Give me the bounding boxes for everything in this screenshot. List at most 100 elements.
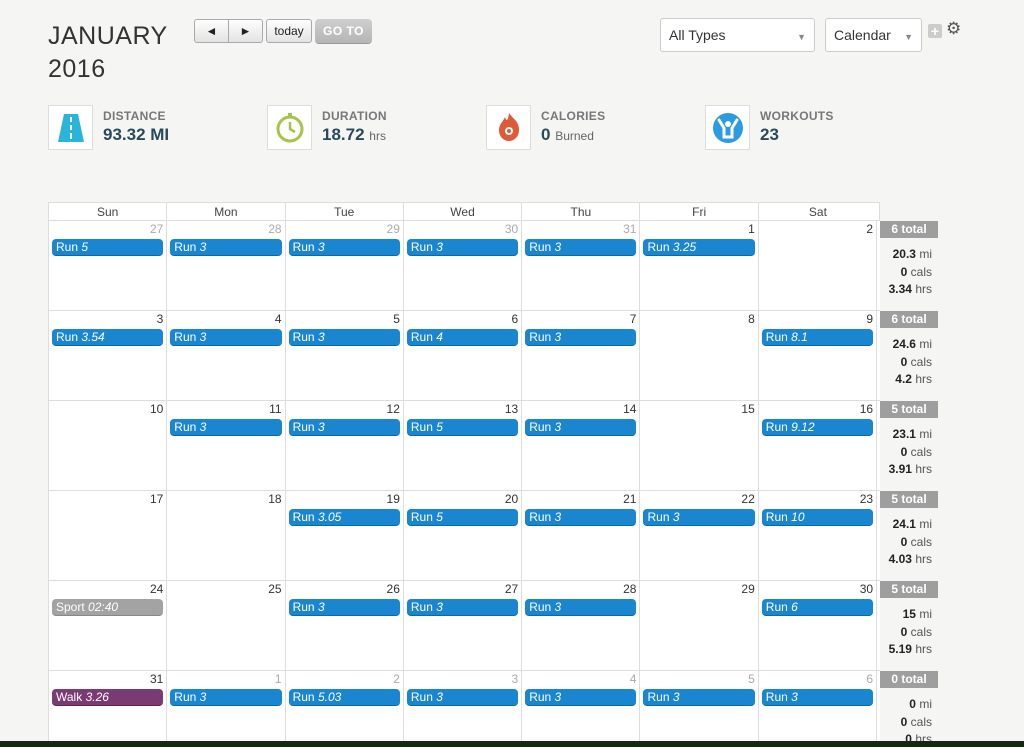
workout-event[interactable]: Run 3.25 [643,239,755,256]
day-cell[interactable]: 28 Run 3 [167,221,286,311]
day-cell[interactable]: 20 Run 5 [404,491,523,581]
day-cell[interactable]: 3 Run 3 [404,671,523,747]
workout-event[interactable]: Run 3.05 [288,509,400,526]
day-cell[interactable]: 25 [167,581,286,671]
day-cell[interactable]: 9 Run 8.1 [759,311,878,401]
day-cell[interactable]: 28 Run 3 [522,581,641,671]
workout-event[interactable]: Sport 02:40 [52,599,164,616]
today-button[interactable]: today [266,19,312,43]
week-total: 6 total 24.6 mi 0 cals 4.2 hrs [880,311,938,389]
workout-event[interactable]: Run 3 [288,599,400,616]
workout-event[interactable]: Run 5 [406,509,519,526]
day-cell[interactable]: 30 Run 3 [404,221,523,311]
workout-event[interactable]: Run 3 [170,419,282,436]
workout-event[interactable]: Walk 3.26 [52,689,164,706]
day-cell[interactable]: 26 Run 3 [286,581,404,671]
workout-event[interactable]: Run 3 [288,239,400,256]
add-icon[interactable]: + [928,24,942,38]
day-cell[interactable]: 2 Run 5.03 [286,671,404,747]
day-cell[interactable]: 6 Run 4 [404,311,523,401]
week-total-hrs-unit: hrs [915,372,932,386]
day-cell[interactable]: 22 Run 3 [640,491,759,581]
workout-event[interactable]: Run 3 [525,329,637,346]
workout-event[interactable]: Run 3 [406,689,519,706]
day-cell[interactable]: 30 Run 6 [759,581,878,671]
workout-event[interactable]: Run 3 [406,599,519,616]
workout-type: Run [529,330,552,344]
week-total-mi-value: 15 [902,607,916,621]
day-cell[interactable]: 19 Run 3.05 [286,491,404,581]
day-cell[interactable]: 18 [167,491,286,581]
goto-button[interactable]: GO TO [315,19,372,43]
view-select[interactable]: Calendar ▼ [825,18,922,52]
day-cell[interactable]: 21 Run 3 [522,491,641,581]
day-cell[interactable]: 7 Run 3 [522,311,641,401]
type-filter-select[interactable]: All Types ▼ [660,18,815,52]
day-cell[interactable]: 15 [640,401,759,491]
workout-event[interactable]: Run 3 [525,419,637,436]
day-cell[interactable]: 29 Run 3 [286,221,404,311]
workout-event[interactable]: Run 5 [52,239,164,256]
day-cell[interactable]: 6 Run 3 [759,671,878,747]
weekday-label: Wed [404,203,523,220]
day-cell[interactable]: 31 Run 3 [522,221,641,311]
workout-event[interactable]: Run 3 [643,689,755,706]
workout-event[interactable]: Run 3 [170,239,282,256]
week-total-mi-value: 0 [909,697,916,711]
workout-event[interactable]: Run 3 [525,599,637,616]
workout-event[interactable]: Run 9.12 [761,419,874,436]
workout-event[interactable]: Run 5.03 [288,689,400,706]
day-cell[interactable]: 11 Run 3 [167,401,286,491]
day-cell[interactable]: 13 Run 5 [404,401,523,491]
workout-event[interactable]: Run 3 [170,329,282,346]
day-cell[interactable]: 27 Run 5 [49,221,168,311]
day-cell[interactable]: 24 Sport 02:40 [49,581,168,671]
day-cell[interactable]: 12 Run 3 [286,401,404,491]
workout-value: 3 [317,330,325,344]
gear-icon[interactable]: ⚙ [946,19,962,38]
day-cell[interactable]: 27 Run 3 [404,581,523,671]
day-cell[interactable]: 4 Run 3 [522,671,641,747]
day-cell[interactable]: 1 Run 3.25 [640,221,759,311]
day-cell[interactable]: 5 Run 3 [286,311,404,401]
week-total-badge: 5 total [880,401,938,418]
workout-event[interactable]: Run 3 [288,419,400,436]
day-cell[interactable]: 29 [640,581,759,671]
day-cell[interactable]: 17 [49,491,168,581]
workout-event[interactable]: Run 4 [406,329,519,346]
day-number: 7 [629,312,637,326]
workout-type: Run [174,240,197,254]
workout-type: Run [410,600,433,614]
workout-event[interactable]: Run 10 [761,509,874,526]
day-cell[interactable]: 23 Run 10 [759,491,878,581]
day-number: 10 [149,402,164,416]
day-cell[interactable]: 3 Run 3.54 [49,311,168,401]
week-total-hrs-unit: hrs [915,462,932,476]
workout-event[interactable]: Run 3 [525,239,637,256]
workout-event[interactable]: Run 3 [643,509,755,526]
workout-event[interactable]: Run 3 [170,689,282,706]
prev-month-button[interactable]: ◄ [194,19,229,43]
workout-event[interactable]: Run 3 [406,239,519,256]
day-cell[interactable]: 31 Walk 3.26 [49,671,168,747]
day-cell[interactable]: 16 Run 9.12 [759,401,878,491]
day-cell[interactable]: 14 Run 3 [522,401,641,491]
workout-type: Run [410,510,433,524]
workout-event[interactable]: Run 3.54 [52,329,164,346]
workout-event[interactable]: Run 3 [288,329,400,346]
workout-event[interactable]: Run 8.1 [761,329,874,346]
workout-event[interactable]: Run 5 [406,419,519,436]
duration-unit: hrs [369,129,386,143]
day-cell[interactable]: 2 [759,221,878,311]
workout-event[interactable]: Run 3 [525,509,637,526]
day-cell[interactable]: 10 [49,401,168,491]
next-month-button[interactable]: ► [229,19,263,43]
day-number: 15 [741,402,755,416]
day-cell[interactable]: 5 Run 3 [640,671,759,747]
day-cell[interactable]: 8 [640,311,759,401]
workout-event[interactable]: Run 6 [761,599,874,616]
day-cell[interactable]: 1 Run 3 [167,671,286,747]
workout-event[interactable]: Run 3 [761,689,874,706]
day-cell[interactable]: 4 Run 3 [167,311,286,401]
workout-event[interactable]: Run 3 [525,689,637,706]
